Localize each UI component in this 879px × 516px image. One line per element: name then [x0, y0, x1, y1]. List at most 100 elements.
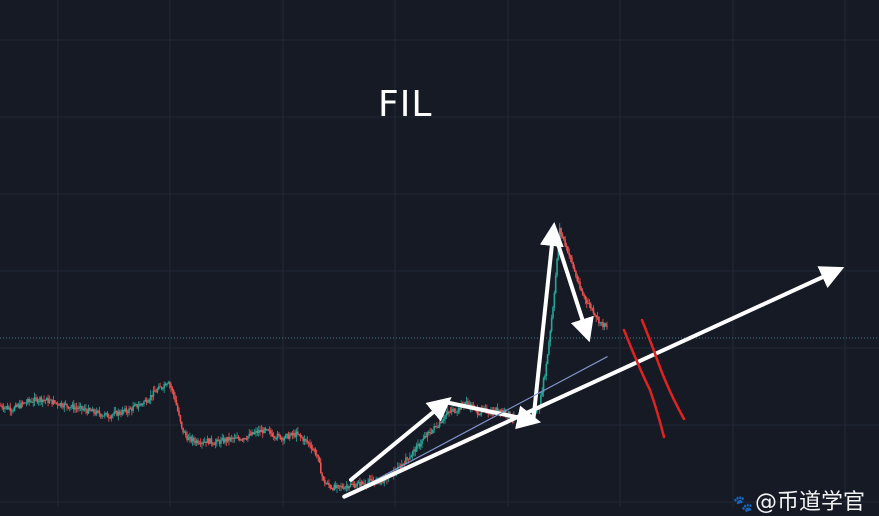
candle-body: [338, 485, 341, 487]
candle-body: [28, 399, 30, 402]
candle-body: [243, 438, 245, 440]
candle-body: [205, 441, 207, 444]
candle-body: [255, 430, 257, 433]
candle-body: [504, 410, 507, 415]
candle-body: [328, 482, 330, 486]
candle-body: [360, 481, 363, 487]
candle-body: [325, 483, 327, 485]
candle-body: [141, 403, 144, 405]
candle-body: [321, 473, 323, 477]
candle-body: [9, 407, 12, 411]
candle-body: [363, 483, 365, 485]
candle-body: [332, 488, 334, 490]
candle-body: [85, 408, 87, 411]
candle-body: [109, 417, 111, 419]
candle-body: [239, 438, 241, 441]
candle-body: [207, 438, 210, 444]
candle-body: [77, 408, 79, 410]
candle-body: [284, 434, 287, 439]
candle-body: [179, 415, 182, 422]
trend-arrow: [342, 266, 845, 499]
candle-body: [195, 440, 198, 443]
candle-body: [545, 364, 548, 377]
candle-body: [405, 457, 407, 465]
candle-body: [275, 438, 278, 440]
candle-body: [14, 404, 17, 408]
candle-body: [244, 438, 246, 440]
candle-body: [278, 433, 280, 435]
candle-body: [324, 479, 326, 484]
candle-body: [152, 390, 155, 397]
candle-body: [303, 439, 306, 442]
candle-body: [75, 407, 78, 409]
candle-body: [94, 412, 97, 415]
candle-body: [571, 257, 573, 263]
candle-body: [573, 267, 576, 272]
candle-body: [341, 486, 344, 488]
trendline: [343, 356, 608, 498]
candle-body: [500, 410, 503, 413]
candle-body: [153, 390, 156, 392]
candle-body: [144, 399, 147, 402]
candle-body: [234, 437, 237, 439]
candle-body: [93, 409, 95, 413]
candle-body: [584, 295, 587, 300]
candle-body: [247, 436, 249, 439]
candle-body: [114, 410, 117, 412]
candle-body: [206, 438, 209, 444]
candle-body: [476, 408, 479, 415]
paw-icon: 🐾: [733, 494, 753, 513]
candle-body: [313, 448, 315, 450]
candle-body: [24, 402, 26, 404]
candle-body: [95, 410, 98, 415]
candle-body: [178, 410, 180, 416]
candle-body: [163, 384, 165, 389]
candle-body: [426, 432, 429, 437]
candle-body: [419, 444, 422, 447]
candle-body: [185, 431, 187, 436]
candle-body: [290, 433, 292, 436]
candle-body: [422, 438, 425, 441]
candle-body: [182, 427, 184, 433]
candle-body: [477, 414, 480, 416]
candle-body: [66, 403, 68, 407]
candle-body: [241, 439, 244, 441]
candle-body: [135, 404, 137, 406]
candle-body: [113, 411, 116, 415]
candle-body: [220, 439, 222, 444]
candle-body: [230, 437, 233, 439]
candle-body: [175, 400, 178, 406]
watermark-text: @币道学官: [754, 490, 865, 515]
candle-body: [349, 483, 352, 487]
candle-body: [371, 479, 373, 482]
candle-body: [105, 412, 107, 414]
candle-body: [54, 400, 56, 403]
candle-body: [437, 426, 440, 428]
candle-body: [268, 430, 271, 432]
candle-body: [279, 434, 282, 440]
candle-body: [364, 483, 367, 485]
candle-body: [171, 387, 174, 391]
candle-body: [434, 426, 437, 428]
candle-body: [450, 409, 453, 412]
candle-body: [456, 411, 458, 413]
candle-body: [97, 410, 99, 412]
candle-body: [104, 413, 106, 416]
candle-body: [43, 399, 45, 401]
candle-body: [260, 429, 263, 433]
candle-body: [433, 426, 435, 430]
candle-body: [556, 258, 558, 276]
candle-body: [27, 399, 29, 403]
candle-body: [137, 406, 140, 408]
candle-body: [549, 330, 552, 343]
candle-body: [340, 486, 342, 488]
candle-body: [572, 262, 575, 268]
candle-body: [63, 403, 66, 408]
candle-body: [140, 403, 143, 405]
candle-body: [297, 431, 299, 435]
candle-body: [203, 441, 206, 443]
candle-body: [110, 415, 113, 418]
candle-body: [271, 433, 273, 437]
candle-body: [58, 404, 60, 406]
candle-body: [287, 433, 290, 439]
